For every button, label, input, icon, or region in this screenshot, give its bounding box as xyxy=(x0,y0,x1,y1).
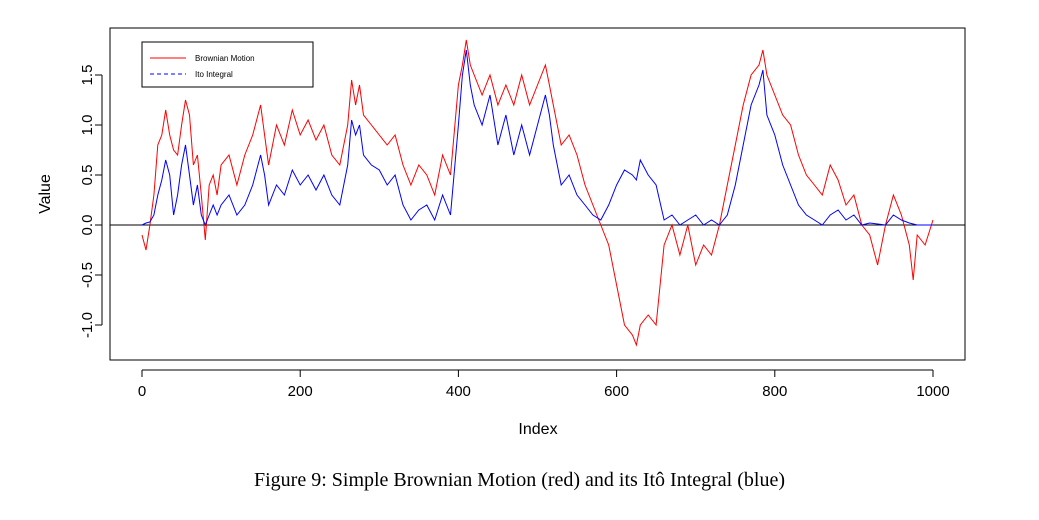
legend: Brownian Motion Ito Integral xyxy=(141,41,314,88)
y-tick-label: 1.5 xyxy=(79,65,96,86)
legend-label-ito: Ito Integral xyxy=(195,70,233,79)
x-axis: 0 200 400 600 800 1000 xyxy=(138,369,950,400)
x-tick-label: 600 xyxy=(604,383,629,400)
x-tick-label: 800 xyxy=(762,383,787,400)
series-line-brownian xyxy=(141,39,934,347)
x-axis-title: Index xyxy=(518,421,557,438)
plot-frame xyxy=(109,27,966,361)
legend-box xyxy=(141,41,314,88)
y-tick-label: 0.5 xyxy=(79,165,96,186)
x-tick-label: 1000 xyxy=(916,383,949,400)
y-axis: -1.0 -0.5 0.0 0.5 1.0 1.5 xyxy=(79,65,103,338)
series-line-ito xyxy=(141,49,933,227)
x-tick-label: 400 xyxy=(446,383,471,400)
legend-label-brownian: Brownian Motion xyxy=(195,54,255,63)
y-axis-title: Value xyxy=(37,174,54,214)
y-tick-label: 0.0 xyxy=(79,215,96,236)
y-tick-label: 1.0 xyxy=(79,115,96,136)
figure-caption: Figure 9: Simple Brownian Motion (red) a… xyxy=(253,469,785,491)
series-layer xyxy=(141,39,934,347)
y-tick-label: -0.5 xyxy=(79,262,96,288)
x-tick-label: 200 xyxy=(288,383,313,400)
x-tick-label: 0 xyxy=(138,383,146,400)
y-tick-label: -1.0 xyxy=(79,312,96,338)
